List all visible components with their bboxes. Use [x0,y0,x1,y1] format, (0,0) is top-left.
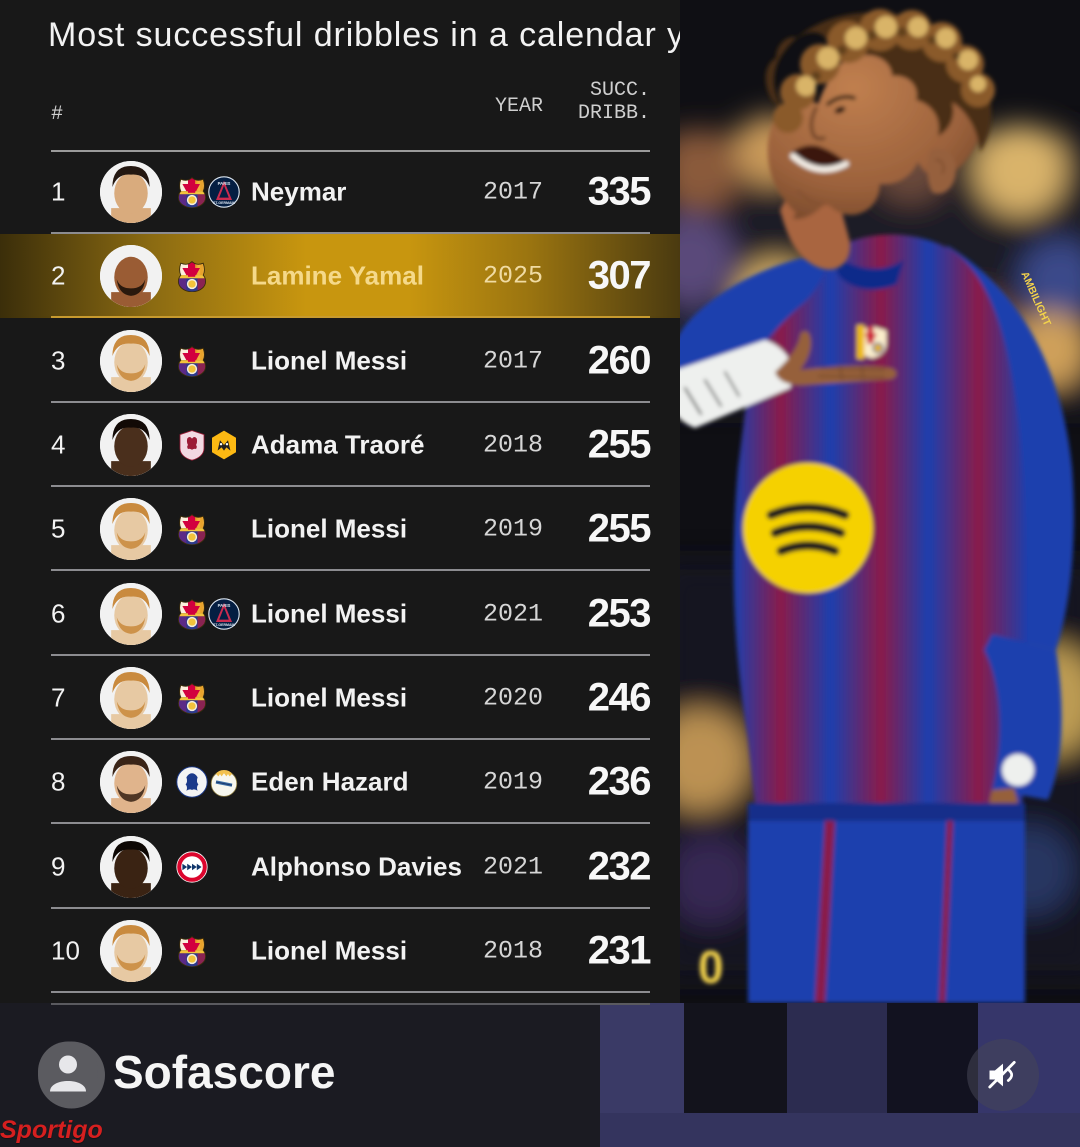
svg-text:PARIS: PARIS [218,603,231,608]
svg-text:ST-GERMAIN: ST-GERMAIN [213,201,236,205]
svg-text:0: 0 [698,941,724,993]
svg-text:PARIS: PARIS [218,181,231,186]
svg-text:ST-GERMAIN: ST-GERMAIN [213,623,236,627]
